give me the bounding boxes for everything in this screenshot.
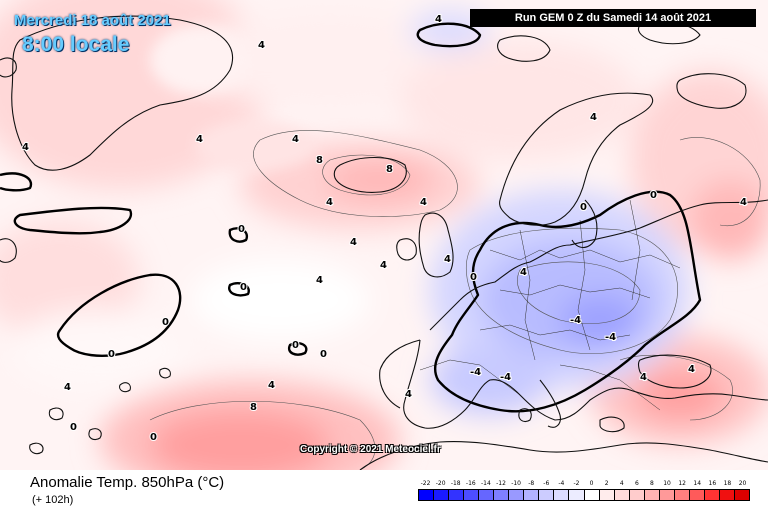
zero-isoline <box>0 22 702 413</box>
anomaly-label: -4 <box>500 372 511 383</box>
color-scale-bar <box>418 489 750 501</box>
forecast-time: 8:00 locale <box>22 33 130 56</box>
color-scale-swatch <box>689 490 705 500</box>
anomaly-label: 4 <box>350 237 357 248</box>
color-scale-label: -18 <box>450 480 461 487</box>
color-scale-swatch <box>524 490 540 500</box>
color-scale-label: 12 <box>678 480 686 487</box>
color-scale-label: -10 <box>511 480 522 487</box>
anomaly-label: 0 <box>470 272 477 283</box>
color-scale-swatch <box>599 490 615 500</box>
variable-title: Anomalie Temp. 850hPa (°C) <box>30 474 225 491</box>
color-scale-label: 6 <box>634 480 639 487</box>
color-scale-swatch <box>539 490 555 500</box>
color-scale-swatch <box>644 490 660 500</box>
anomaly-label: 4 <box>258 40 265 51</box>
anomaly-field <box>0 0 768 470</box>
color-scale-swatch <box>464 490 480 500</box>
color-scale-swatch <box>449 490 465 500</box>
anomaly-label: 8 <box>316 155 323 166</box>
color-scale-label: 16 <box>708 480 717 487</box>
color-scale-swatch <box>509 490 525 500</box>
anomaly-label: 0 <box>580 202 587 213</box>
anomaly-label: -4 <box>470 367 481 378</box>
anomaly-label: 0 <box>240 282 247 293</box>
color-scale-swatch <box>629 490 645 500</box>
anomaly-label: 4 <box>740 197 747 208</box>
color-scale-label: -14 <box>481 480 491 487</box>
anomaly-label: 4 <box>326 197 333 208</box>
color-scale-label: -8 <box>528 480 535 487</box>
anomaly-label: 4 <box>640 372 647 383</box>
anomaly-label: 4 <box>292 134 299 145</box>
anomaly-label: 0 <box>292 340 299 351</box>
anomaly-label: 4 <box>444 254 451 265</box>
color-scale-swatch <box>569 490 585 500</box>
country-borders <box>419 199 681 411</box>
color-scale-swatch <box>419 490 435 500</box>
color-scale-swatch <box>614 490 630 500</box>
color-scale-label: -6 <box>543 480 550 487</box>
color-scale-swatch <box>704 490 720 500</box>
copyright-text: Copyright © 2021 Meteociel.fr <box>300 444 441 455</box>
color-scale-label: 8 <box>650 480 654 487</box>
color-scale-swatch <box>494 490 510 500</box>
color-scale-label: -20 <box>435 480 446 487</box>
anomaly-label: 4 <box>520 267 527 278</box>
anomaly-label: 4 <box>380 260 387 271</box>
anomaly-label: 0 <box>150 432 157 443</box>
run-info-banner: Run GEM 0 Z du Samedi 14 août 2021 <box>470 9 756 27</box>
color-scale-label: 18 <box>723 480 732 487</box>
anomaly-label: 8 <box>250 402 257 413</box>
color-scale-label: 14 <box>693 480 702 487</box>
lead-time: (+ 102h) <box>32 494 74 506</box>
color-scale-label: 0 <box>589 480 594 487</box>
anomaly-label: 4 <box>405 389 412 400</box>
color-scale-label: 4 <box>619 480 624 487</box>
anomaly-label: 0 <box>162 317 169 328</box>
color-scale-legend: -22 -20 -18 -16 -14 -12 -10 -8 -6 -4 -2 0 2 4 6 8 10 12 14… <box>418 478 750 501</box>
anomaly-label: 4 <box>420 197 427 208</box>
color-scale-label: -4 <box>558 480 565 487</box>
color-scale-swatch <box>674 490 690 500</box>
color-scale-label: -22 <box>420 480 431 487</box>
anomaly-label: 4 <box>64 382 71 393</box>
anomaly-label: 4 <box>268 380 275 391</box>
color-scale-label: -16 <box>465 480 476 487</box>
color-scale-label: -12 <box>496 480 506 487</box>
anomaly-label: 0 <box>238 224 245 235</box>
anomaly-label: 0 <box>108 349 115 360</box>
anomaly-label: -4 <box>570 315 581 326</box>
color-scale-labels: -22 -20 -18 -16 -14 -12 -10 -8 -6 -4 -2 0 2 4 6 8 10 12 14… <box>418 478 750 489</box>
color-scale-swatch <box>719 490 735 500</box>
anomaly-label: 0 <box>650 190 657 201</box>
forecast-date: Mercredi 18 août 2021 <box>14 12 171 29</box>
color-scale-swatch <box>554 490 570 500</box>
color-scale-swatch <box>479 490 495 500</box>
color-scale-swatch <box>659 490 675 500</box>
color-scale-label: 2 <box>604 480 609 487</box>
anomaly-label: 4 <box>435 14 442 25</box>
color-scale-label: 10 <box>663 480 671 487</box>
coastlines <box>0 15 768 470</box>
color-scale-label: -2 <box>573 480 580 487</box>
anomaly-label: 8 <box>386 164 393 175</box>
color-scale-label: 20 <box>738 480 747 487</box>
anomaly-label: 4 <box>316 275 323 286</box>
anomaly-label: 4 <box>196 134 203 145</box>
anomaly-label: 4 <box>590 112 597 123</box>
anomaly-label: 0 <box>320 349 327 360</box>
anomaly-label: -4 <box>605 332 616 343</box>
contour-lines <box>149 130 761 470</box>
color-scale-swatch <box>434 490 450 500</box>
color-scale-swatch <box>584 490 600 500</box>
anomaly-label: 4 <box>688 364 695 375</box>
anomaly-label: 0 <box>70 422 77 433</box>
anomaly-label: 4 <box>22 142 29 153</box>
color-scale-swatch <box>734 490 750 500</box>
